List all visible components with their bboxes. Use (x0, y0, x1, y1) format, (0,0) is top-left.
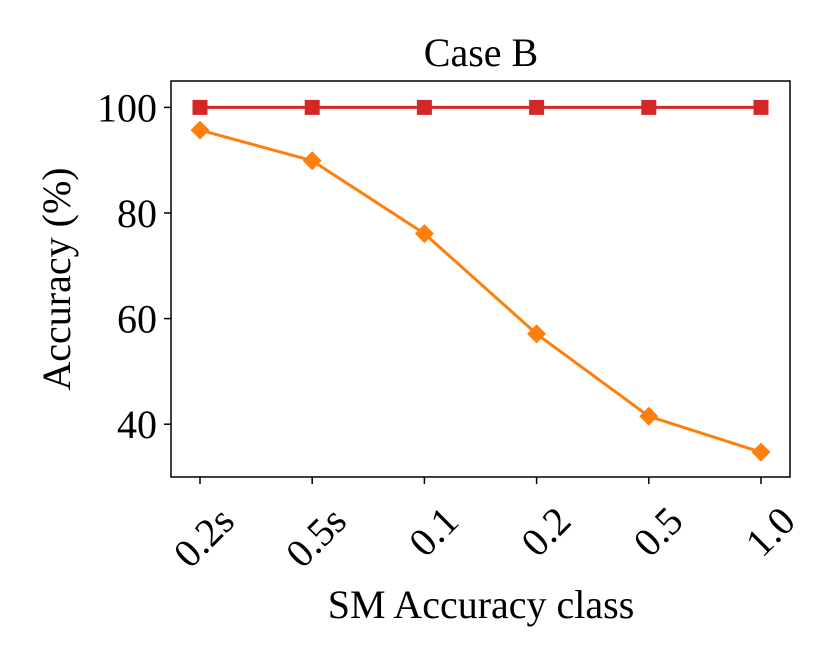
x-tick-label: 0.2 (512, 498, 579, 565)
series-1-point (641, 99, 657, 115)
series-2-point (414, 224, 434, 244)
y-tick-label: 100 (97, 85, 157, 130)
y-tick-label: 80 (117, 191, 157, 236)
x-tick-label: 0.5 (624, 498, 691, 565)
plot-area (170, 80, 791, 478)
x-tick-label: 0.2s (165, 498, 243, 576)
series-1-point (416, 99, 432, 115)
series-2-point (639, 406, 659, 426)
y-axis: 40 60 80 100 (97, 85, 171, 447)
series-2-point (751, 442, 771, 462)
series-1-point (529, 99, 545, 115)
x-tick-label: 1.0 (737, 498, 804, 565)
series-1-point (192, 99, 208, 115)
series-2-point (302, 151, 322, 171)
x-axis: 0.2s 0.5s 0.1 0.2 0.5 1.0 (165, 477, 804, 576)
series-2-point (527, 324, 547, 344)
chart-title: Case B (424, 30, 538, 75)
y-axis-label: Accuracy (%) (34, 167, 79, 390)
series-layer (190, 99, 771, 462)
series-1-point (753, 99, 769, 115)
series-1-point (304, 99, 320, 115)
y-tick-label: 60 (117, 297, 157, 342)
y-tick-label: 40 (117, 402, 157, 447)
x-tick-label: 0.1 (400, 498, 467, 565)
x-tick-label: 0.5s (277, 498, 355, 576)
series-2-point (190, 120, 210, 140)
series-2-line (199, 128, 762, 454)
x-axis-label: SM Accuracy class (328, 582, 635, 627)
